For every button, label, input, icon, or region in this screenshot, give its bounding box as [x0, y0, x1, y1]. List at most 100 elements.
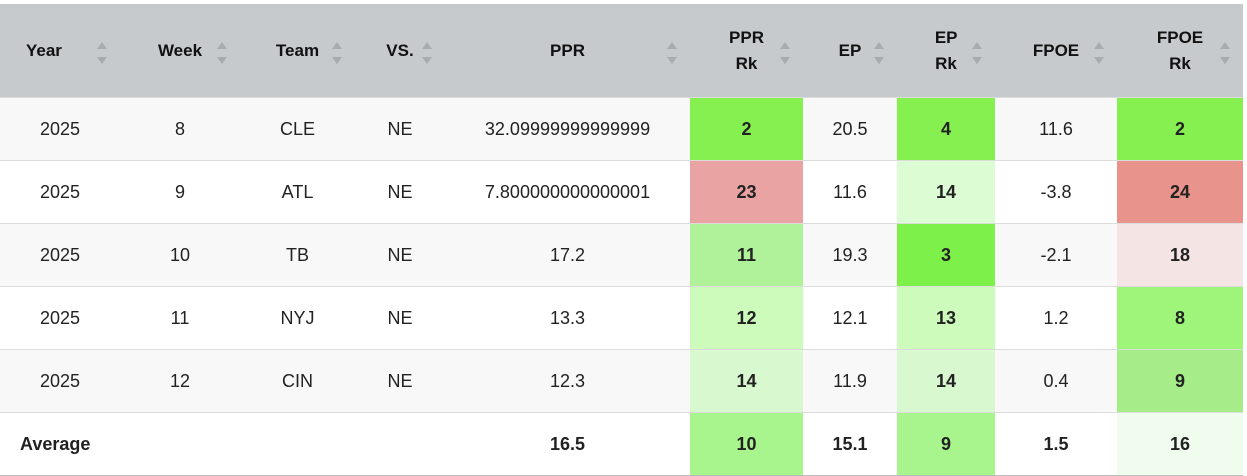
cell: 9	[897, 412, 995, 476]
cell: 9	[1117, 349, 1243, 413]
cell: 1.2	[995, 286, 1117, 350]
cell: 23	[690, 160, 803, 224]
cell: CLE	[240, 97, 355, 161]
cell: 12.3	[445, 349, 690, 413]
cell: NE	[355, 97, 445, 161]
column-header[interactable]: VS.	[355, 4, 445, 98]
header-label: EP	[838, 40, 862, 60]
cell: 2025	[0, 223, 120, 287]
cell: NE	[355, 223, 445, 287]
cell: 2025	[0, 349, 120, 413]
column-header[interactable]: Team	[240, 4, 355, 98]
cell: 14	[690, 349, 803, 413]
header-row: Year Week Team VS. PPR PPR Rk EP EP Rk FPOE FPOE …	[0, 4, 1243, 98]
column-header[interactable]: EP	[803, 4, 897, 98]
average-label: Average	[0, 412, 120, 476]
column-header[interactable]: PPR	[445, 4, 690, 98]
cell: TB	[240, 223, 355, 287]
header-label: Team	[275, 40, 320, 60]
cell: NYJ	[240, 286, 355, 350]
cell: 16	[1117, 412, 1243, 476]
cell: 13.3	[445, 286, 690, 350]
cell: ATL	[240, 160, 355, 224]
header-label: VS.	[386, 40, 414, 60]
sort-icon	[874, 42, 884, 64]
data-row: 2025 9 ATL NE 7.800000000000001 23 11.6 14 -3.8 2…	[0, 160, 1243, 224]
cell: 11.6	[803, 160, 897, 224]
sort-icon	[780, 42, 790, 64]
header-label: PPR Rk	[729, 27, 764, 73]
cell: 17.2	[445, 223, 690, 287]
cell: 32.09999999999999	[445, 97, 690, 161]
cell: 14	[897, 160, 995, 224]
cell: 11	[690, 223, 803, 287]
cell: 16.5	[445, 412, 690, 476]
cell	[240, 412, 355, 476]
cell: -2.1	[995, 223, 1117, 287]
column-header[interactable]: FPOE	[995, 4, 1117, 98]
header-label: FPOE Rk	[1156, 27, 1204, 73]
sort-icon	[1094, 42, 1104, 64]
sort-icon	[667, 42, 677, 64]
sort-icon	[972, 42, 982, 64]
sort-icon	[217, 42, 227, 64]
sort-icon	[97, 42, 107, 64]
cell: 10	[690, 412, 803, 476]
cell: 15.1	[803, 412, 897, 476]
header-label: Year	[26, 40, 62, 60]
column-header[interactable]: PPR Rk	[690, 4, 803, 98]
table-body: 2025 8 CLE NE 32.09999999999999 2 20.5 4 11.6 2 20…	[0, 97, 1243, 413]
cell: -3.8	[995, 160, 1117, 224]
cell: 9	[120, 160, 240, 224]
column-header[interactable]: EP Rk	[897, 4, 995, 98]
data-row: 2025 8 CLE NE 32.09999999999999 2 20.5 4 11.6 2	[0, 97, 1243, 161]
cell: 18	[1117, 223, 1243, 287]
header-label: Week	[157, 40, 203, 60]
cell: 10	[120, 223, 240, 287]
header-label: EP Rk	[934, 27, 958, 73]
cell: 2	[1117, 97, 1243, 161]
data-row: 2025 11 NYJ NE 13.3 12 12.1 13 1.2 8	[0, 286, 1243, 350]
cell: 2025	[0, 286, 120, 350]
cell	[355, 412, 445, 476]
column-header[interactable]: Year	[0, 4, 120, 98]
cell: 12	[120, 349, 240, 413]
cell: 4	[897, 97, 995, 161]
cell: 1.5	[995, 412, 1117, 476]
cell: 8	[120, 97, 240, 161]
cell: CIN	[240, 349, 355, 413]
cell: 2	[690, 97, 803, 161]
cell: NE	[355, 286, 445, 350]
average-row: Average 16.5 10 15.1 9 1.5 16	[0, 412, 1243, 476]
cell: 12	[690, 286, 803, 350]
column-header[interactable]: Week	[120, 4, 240, 98]
cell: 8	[1117, 286, 1243, 350]
data-row: 2025 12 CIN NE 12.3 14 11.9 14 0.4 9	[0, 349, 1243, 413]
cell	[120, 412, 240, 476]
cell: 24	[1117, 160, 1243, 224]
sort-icon	[332, 42, 342, 64]
header-label: PPR	[550, 40, 585, 60]
sort-icon	[422, 42, 432, 64]
cell: 0.4	[995, 349, 1117, 413]
cell: 11	[120, 286, 240, 350]
sort-icon	[1220, 42, 1230, 64]
cell: 7.800000000000001	[445, 160, 690, 224]
cell: 20.5	[803, 97, 897, 161]
cell: 14	[897, 349, 995, 413]
cell: 2025	[0, 160, 120, 224]
cell: 11.6	[995, 97, 1117, 161]
cell: NE	[355, 160, 445, 224]
data-row: 2025 10 TB NE 17.2 11 19.3 3 -2.1 18	[0, 223, 1243, 287]
column-header[interactable]: FPOE Rk	[1117, 4, 1243, 98]
cell: 13	[897, 286, 995, 350]
cell: 2025	[0, 97, 120, 161]
header-label: FPOE	[1032, 40, 1080, 60]
cell: 12.1	[803, 286, 897, 350]
stats-table: Year Week Team VS. PPR PPR Rk EP EP Rk FPOE FPOE …	[0, 4, 1243, 476]
cell: 19.3	[803, 223, 897, 287]
cell: 11.9	[803, 349, 897, 413]
cell: NE	[355, 349, 445, 413]
